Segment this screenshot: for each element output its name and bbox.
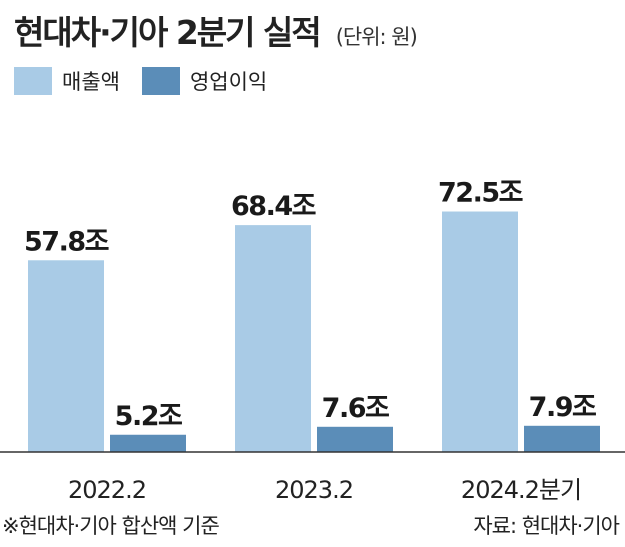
bar-revenue-0	[28, 260, 104, 452]
bar-revenue-2	[442, 211, 518, 452]
unit-label: (단위: 원)	[335, 25, 418, 49]
legend-label-revenue: 매출액	[62, 70, 120, 94]
data-label-operating-profit-2: 7.9조	[529, 392, 596, 423]
chart-header: 현대차·기아 2분기 실적 (단위: 원)	[14, 6, 418, 52]
data-label-operating-profit-1: 7.6조	[322, 393, 389, 424]
legend-item-revenue: 매출액	[14, 66, 120, 96]
x-tick-label-2: 2024.2분기	[461, 476, 581, 504]
source-note: 자료: 현대차·기아	[473, 514, 620, 538]
x-tick-label-1: 2023.2	[275, 476, 353, 504]
legend: 매출액 영업이익	[14, 66, 277, 96]
footnote: ※현대차·기아 합산액 기준	[2, 514, 220, 538]
data-label-revenue-2: 72.5조	[438, 178, 523, 209]
legend-swatch-operating-profit	[141, 67, 180, 95]
data-label-operating-profit-0: 5.2조	[115, 401, 182, 432]
chart-title: 현대차·기아 2분기 실적	[14, 13, 322, 52]
legend-swatch-revenue	[14, 67, 52, 95]
data-label-revenue-0: 57.8조	[24, 226, 109, 257]
bar-operating-profit-1	[317, 426, 393, 452]
data-label-revenue-1: 68.4조	[231, 191, 316, 222]
bar-operating-profit-2	[524, 425, 600, 452]
x-tick-label-0: 2022.2	[68, 476, 146, 504]
bar-operating-profit-0	[110, 434, 186, 452]
bar-revenue-1	[235, 225, 311, 452]
legend-label-operating-profit: 영업이익	[189, 70, 268, 94]
legend-item-operating-profit: 영업이익	[141, 66, 268, 96]
